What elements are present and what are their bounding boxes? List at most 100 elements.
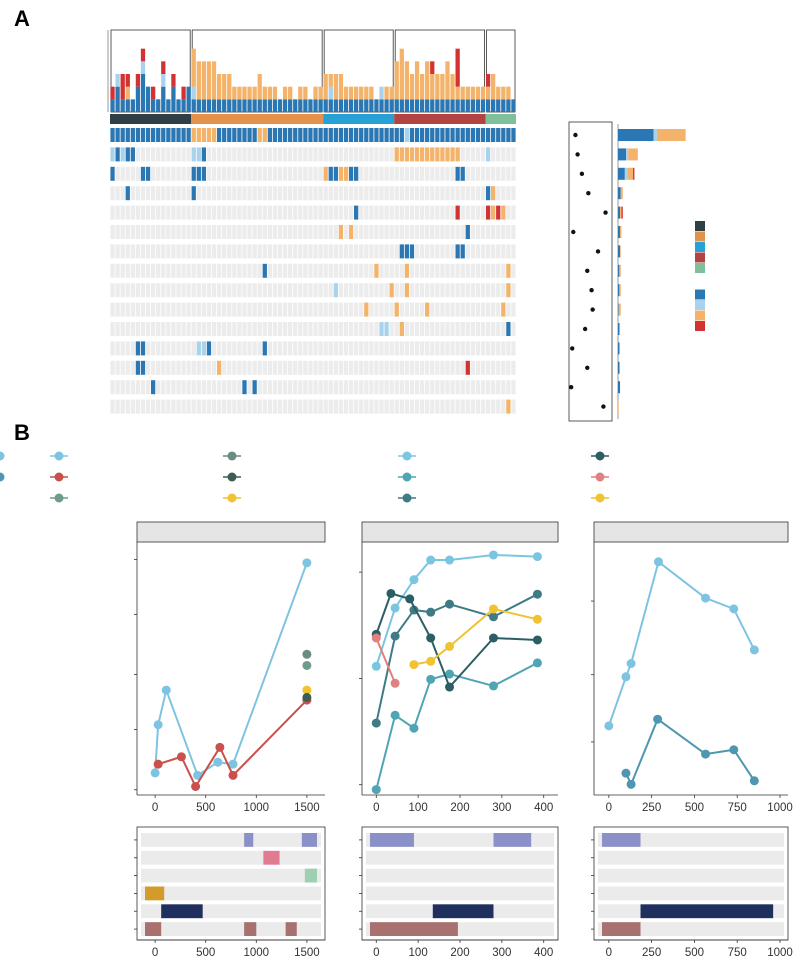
heatmap-cell bbox=[211, 263, 217, 278]
heatmap-cell bbox=[475, 147, 481, 162]
heatmap-cell bbox=[151, 263, 156, 278]
heatmap-cell bbox=[480, 225, 486, 239]
heatmap-cell bbox=[216, 166, 222, 181]
data-point bbox=[532, 635, 542, 645]
heatmap-cell bbox=[450, 225, 455, 239]
heatmap-cell bbox=[480, 283, 486, 298]
heatmap-cell bbox=[455, 399, 460, 414]
heatmap-cell bbox=[323, 186, 328, 201]
heatmap-cell bbox=[343, 166, 349, 181]
heatmap-cell bbox=[425, 263, 430, 278]
heatmap-cell bbox=[318, 205, 323, 220]
heatmap-cell bbox=[485, 302, 491, 317]
heatmap-cell bbox=[414, 166, 420, 181]
heatmap-cell bbox=[176, 244, 181, 259]
heatmap-cell bbox=[171, 205, 176, 220]
heatmap-cell bbox=[480, 360, 486, 375]
heatmap-cell bbox=[328, 399, 333, 414]
top-bar-segment bbox=[394, 61, 399, 100]
mean-vaf-dot bbox=[571, 229, 576, 235]
heatmap-cell bbox=[496, 263, 501, 278]
heatmap-cell bbox=[186, 244, 191, 259]
heatmap-cell bbox=[247, 128, 252, 142]
treatment-x-tick-label: 0 bbox=[606, 947, 612, 959]
heatmap-cell bbox=[288, 147, 293, 162]
data-point bbox=[488, 633, 498, 643]
heatmap-cell bbox=[445, 360, 450, 375]
heatmap-cell bbox=[125, 302, 130, 317]
gene-bar-segment bbox=[618, 303, 619, 316]
top-bar-segment bbox=[460, 99, 465, 112]
heatmap-cell bbox=[267, 302, 272, 317]
heatmap-cell bbox=[419, 399, 425, 414]
heatmap-cell bbox=[485, 166, 491, 181]
treatment-row-bg bbox=[598, 922, 784, 936]
heatmap-cell bbox=[343, 399, 349, 414]
heatmap-cell bbox=[313, 341, 318, 356]
heatmap-cell bbox=[445, 380, 450, 395]
heatmap-cell bbox=[470, 205, 475, 220]
heatmap-cell bbox=[379, 341, 384, 356]
heatmap-cell bbox=[222, 244, 227, 259]
heatmap-cell bbox=[288, 166, 293, 181]
legend-marker bbox=[402, 451, 412, 461]
data-point bbox=[653, 557, 663, 567]
heatmap-cell bbox=[419, 205, 425, 220]
mean-vaf-dot bbox=[590, 307, 595, 312]
treatment-row-bg bbox=[141, 868, 321, 883]
heatmap-cell bbox=[430, 283, 435, 298]
heatmap-cell bbox=[354, 341, 359, 356]
top-bar-segment bbox=[237, 99, 242, 112]
mean-vaf-dot bbox=[579, 171, 585, 176]
heatmap-cell bbox=[364, 128, 369, 142]
heatmap-cell bbox=[277, 205, 283, 220]
top-bar-segment bbox=[313, 86, 318, 100]
heatmap-cell bbox=[389, 205, 394, 220]
heatmap-cell bbox=[414, 205, 420, 220]
heatmap-cell bbox=[181, 360, 186, 375]
heatmap-cell bbox=[151, 360, 156, 375]
heatmap-cell bbox=[232, 225, 237, 239]
heatmap-cell bbox=[445, 225, 450, 239]
gene-bar-segment bbox=[618, 245, 621, 258]
heatmap-cell bbox=[298, 147, 303, 162]
heatmap-cell bbox=[511, 399, 516, 414]
top-bar-segment bbox=[125, 99, 130, 112]
heatmap-cell bbox=[211, 322, 217, 336]
heatmap-cell bbox=[450, 322, 455, 336]
heatmap-cell bbox=[313, 128, 318, 142]
heatmap-cell bbox=[145, 244, 151, 259]
heatmap-cell bbox=[237, 360, 242, 375]
heatmap-cell bbox=[501, 399, 506, 414]
heatmap-cell bbox=[277, 225, 283, 239]
heatmap-cell bbox=[511, 147, 516, 162]
heatmap-cell bbox=[384, 128, 389, 142]
x-tick-label: 400 bbox=[534, 802, 553, 814]
heatmap-cell bbox=[465, 360, 470, 375]
top-bar-segment bbox=[140, 48, 146, 62]
heatmap-cell bbox=[496, 244, 501, 259]
heatmap-cell bbox=[409, 244, 415, 259]
heatmap-cell bbox=[348, 128, 354, 142]
legend-marker bbox=[0, 472, 5, 482]
treatment-bar bbox=[285, 922, 297, 936]
data-point bbox=[426, 607, 436, 617]
heatmap-cell bbox=[435, 244, 440, 259]
heatmap-cell bbox=[262, 166, 267, 181]
data-point bbox=[390, 710, 400, 720]
heatmap-cell bbox=[216, 225, 222, 239]
data-point bbox=[532, 589, 542, 599]
heatmap-cell bbox=[384, 244, 389, 259]
top-bar-segment bbox=[435, 99, 440, 112]
top-bar-segment bbox=[232, 86, 237, 100]
data-point bbox=[371, 661, 381, 671]
top-bar-segment bbox=[475, 99, 481, 112]
heatmap-cell bbox=[145, 283, 151, 298]
heatmap-cell bbox=[440, 128, 445, 142]
heatmap-cell bbox=[435, 263, 440, 278]
heatmap-cell bbox=[343, 322, 349, 336]
heatmap-cell bbox=[354, 380, 359, 395]
heatmap-cell bbox=[191, 399, 196, 414]
heatmap-cell bbox=[491, 360, 496, 375]
